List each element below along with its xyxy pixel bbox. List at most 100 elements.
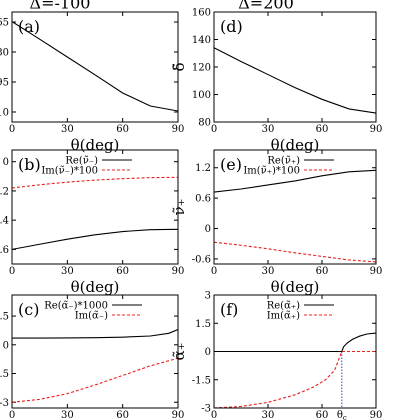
series-line-2 [214, 350, 376, 408]
series-group [12, 176, 178, 250]
plot-frame [11, 294, 179, 409]
y-tick-label: 80 [198, 118, 211, 129]
panel-label: (c) [18, 300, 39, 319]
x-tick-label: 0 [211, 266, 217, 277]
y-tick-label: 210 [0, 108, 9, 119]
x-tick-label: 90 [370, 266, 383, 277]
y-tick-label: 180 [0, 48, 9, 59]
series-group [214, 47, 376, 114]
x-tick-label: 30 [61, 124, 74, 135]
x-tick-label: 30 [262, 410, 275, 420]
y-tick-label: 120 [192, 63, 211, 74]
series-line-2 [12, 357, 178, 403]
y-tick-label: -0.6 [192, 254, 211, 265]
y-tick-label: 165 [0, 18, 9, 29]
critical-angle-label: θc [337, 410, 347, 420]
column-title-left: Δ=-100 [30, 0, 91, 13]
panels: 0306090165180195210(a)θ(deg)030609080100… [0, 8, 382, 420]
y-tick-label: 0.6 [0, 245, 9, 256]
y-tick-label: 0.4 [0, 216, 9, 227]
legend-label: Re(ν̃₋) [65, 156, 98, 167]
x-tick-label: 60 [316, 410, 329, 420]
x-tick-label: 60 [316, 266, 329, 277]
y-tick-label: 0 [3, 157, 9, 168]
x-tick-label: 0 [9, 266, 15, 277]
x-tick-label: 0 [211, 410, 217, 420]
series-group [214, 169, 376, 263]
legend-label: Re(ν̃₊) [267, 156, 300, 167]
legend-label: Re(α̃₊) [267, 301, 300, 312]
plot-frame [213, 11, 377, 123]
y-tick-label: 160 [192, 8, 211, 19]
panel-e: 0 30 60 90-0.600.61.2 (e) Re(ν̃₊)Im(ν̃₊)*100θ… [170, 149, 383, 296]
plot-frame [213, 149, 377, 265]
x-tick-label: 30 [262, 266, 275, 277]
y-tick-label: 195 [0, 78, 9, 89]
x-tick-label: 30 [61, 266, 74, 277]
x-tick-label: 90 [370, 124, 383, 135]
y-tick-label: 0 [205, 224, 211, 235]
y-tick-label: 140 [192, 35, 211, 46]
panel-f: 030609031.50-1.5-3θc(f)Re(α̃₊)Im(α̃₊)θ(d… [170, 291, 382, 420]
panel-label: (b) [18, 155, 41, 174]
column-title-right: Δ=200 [238, 0, 294, 13]
x-tick-label: 90 [370, 410, 383, 420]
y-axis-label: δ̃ [170, 62, 188, 71]
x-axis-label: θ(deg) [271, 278, 320, 296]
x-axis-label: θ(deg) [271, 136, 320, 154]
y-tick-label: -3 [201, 404, 211, 415]
series-line-1 [214, 332, 376, 353]
series-line-2 [12, 176, 178, 189]
x-tick-label: 60 [116, 266, 129, 277]
series-line-1 [12, 21, 178, 112]
y-tick-label: -1.5 [0, 369, 9, 380]
x-tick-label: 0 [9, 410, 15, 420]
panel-label: (f) [220, 300, 238, 319]
y-tick-label: 0 [205, 347, 211, 358]
x-tick-label: 60 [116, 410, 129, 420]
y-tick-label: 1.5 [195, 319, 211, 330]
x-tick-label: 0 [9, 124, 15, 135]
series-group [214, 332, 376, 408]
series-line-2 [214, 241, 376, 263]
y-tick-label: 3 [205, 291, 211, 302]
y-tick-label: 1.5 [0, 312, 9, 323]
panel-label: (d) [220, 17, 243, 36]
legend-label: Re(α̃₋)*1000 [44, 301, 108, 312]
x-tick-label: 0 [211, 124, 217, 135]
legend-label: Im(ν̃₊)*100 [243, 166, 300, 177]
y-tick-label: 0 [3, 340, 9, 351]
x-tick-label: 90 [172, 410, 185, 420]
x-tick-label: 30 [262, 124, 275, 135]
panel-c: 03060901.50-1.5-3(c)Re(α̃₋)*1000Im(α̃₋)θ… [0, 294, 185, 420]
x-tick-label: 60 [116, 124, 129, 135]
plot-frame [11, 11, 179, 123]
plot-frame [11, 149, 179, 265]
series-line-1 [12, 328, 178, 339]
legend-label: Im(α̃₋) [75, 311, 108, 322]
y-axis-label: α̃₊ [170, 342, 188, 360]
panel-a: 0 30 60 90 165 180 195 210 (a) θ(deg) [0, 11, 185, 154]
panel-b: 0 30 60 90 0 0.2 0.4 0.6 (b) Re(ν̃₋)Im(ν̃₋)*100 θ(… [0, 149, 185, 296]
legend-label: Im(α̃₊) [267, 311, 300, 322]
y-tick-label: -3 [0, 398, 9, 409]
y-axis-label: ν̃₊ [170, 198, 188, 215]
panel-label: (e) [220, 155, 242, 174]
series-line-1 [214, 47, 376, 114]
series-line-1 [12, 228, 178, 250]
plot-frame [213, 294, 377, 409]
series-group [12, 21, 178, 112]
x-tick-label: 90 [172, 124, 185, 135]
y-tick-label: 100 [192, 90, 211, 101]
y-tick-label: 0.2 [0, 186, 9, 197]
legend-label: Im(ν̃₋)*100 [41, 166, 98, 177]
x-tick-label: 30 [61, 410, 74, 420]
panel-label: (a) [18, 17, 40, 36]
series-group [12, 328, 178, 403]
series-line-1 [214, 169, 376, 193]
y-tick-label: 0.6 [195, 194, 211, 205]
x-axis-label: θ(deg) [71, 278, 120, 296]
x-tick-label: 90 [172, 266, 185, 277]
y-tick-label: -1.5 [192, 375, 211, 386]
